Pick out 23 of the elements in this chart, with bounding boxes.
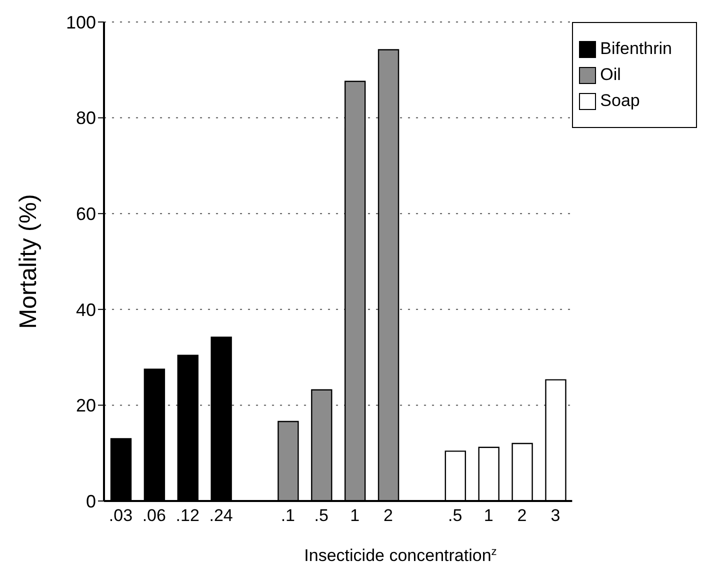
legend-label: Oil [600,65,621,85]
x-tick-label: .06 [142,506,166,526]
x-tick-label: .5 [448,506,462,526]
legend-label: Soap [600,91,640,111]
y-tick-label: 20 [76,396,96,416]
y-tick-label: 0 [86,491,96,512]
y-axis-title: Mortality (%) [15,194,42,329]
y-tick-label: 80 [76,108,96,128]
x-tick-label: .24 [209,506,233,526]
y-tick-label: 60 [76,204,96,224]
x-tick-label: .12 [176,506,200,526]
x-tick-label: .1 [280,506,296,526]
x-tick-label: 3 [550,506,560,526]
x-tick-label: 1 [484,506,494,526]
x-tick-label: 2 [384,506,393,526]
y-tick-label: 100 [66,12,96,32]
x-tick-label: .5 [314,506,328,526]
x-tick-label: 1 [350,506,360,526]
x-tick-label: 2 [517,506,527,526]
x-axis-title: Insecticide concentration$^{z}$ [304,546,497,565]
legend-label: Bifenthrin [600,39,672,59]
y-tick-label: 40 [76,300,96,320]
x-tick-label: .03 [108,506,133,526]
